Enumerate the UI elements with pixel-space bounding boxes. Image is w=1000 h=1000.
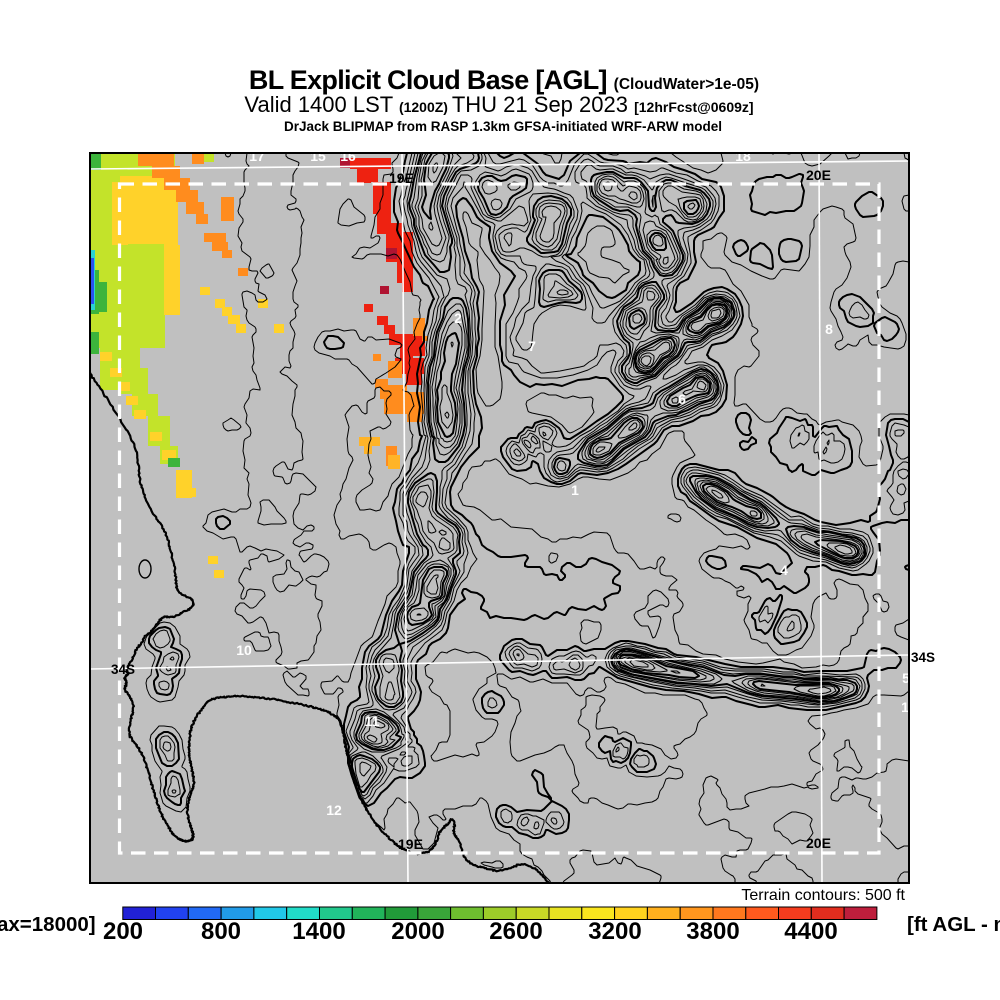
svg-text:20E: 20E [806,835,831,851]
svg-text:18: 18 [735,148,751,164]
svg-text:1400: 1400 [292,918,345,945]
svg-text:2600: 2600 [489,918,542,945]
svg-text:800: 800 [201,918,241,945]
svg-text:1: 1 [901,699,909,715]
svg-text:20E: 20E [806,167,831,183]
svg-text:5: 5 [902,670,910,686]
svg-text:BL Explicit Cloud Base [AGL] (: BL Explicit Cloud Base [AGL] (CloudWater… [249,65,759,95]
svg-text:1: 1 [571,482,579,498]
svg-text:16: 16 [340,148,356,164]
svg-text:2000: 2000 [391,918,444,945]
svg-text:19E: 19E [398,836,423,852]
svg-text:[ft AGL - max=18000]: [ft AGL - max=18000] [907,913,1000,936]
svg-text:7: 7 [528,338,536,354]
svg-text:ax=18000]: ax=18000] [0,913,96,936]
svg-text:Valid 1400 LST (1200Z) THU 21: Valid 1400 LST (1200Z) THU 21 Sep 2023 [… [244,92,753,117]
svg-text:DrJack BLIPMAP from RASP 1.3km: DrJack BLIPMAP from RASP 1.3km GFSA-init… [284,119,722,134]
svg-text:3200: 3200 [588,918,641,945]
svg-text:Terrain contours: 500 ft: Terrain contours: 500 ft [741,887,905,904]
svg-text:4400: 4400 [784,918,837,945]
svg-text:12: 12 [326,802,342,818]
svg-text:10: 10 [236,642,252,658]
svg-text:4: 4 [780,562,788,578]
svg-text:19E: 19E [389,170,414,186]
svg-text:34S: 34S [111,662,135,677]
svg-text:34S: 34S [911,650,935,665]
svg-text:6: 6 [678,391,686,407]
svg-text:2: 2 [454,310,462,326]
svg-text:3800: 3800 [686,918,739,945]
svg-text:200: 200 [103,918,143,945]
svg-text:17: 17 [249,148,265,164]
svg-text:15: 15 [310,148,326,164]
svg-text:8: 8 [825,321,833,337]
svg-text:11: 11 [365,713,380,729]
